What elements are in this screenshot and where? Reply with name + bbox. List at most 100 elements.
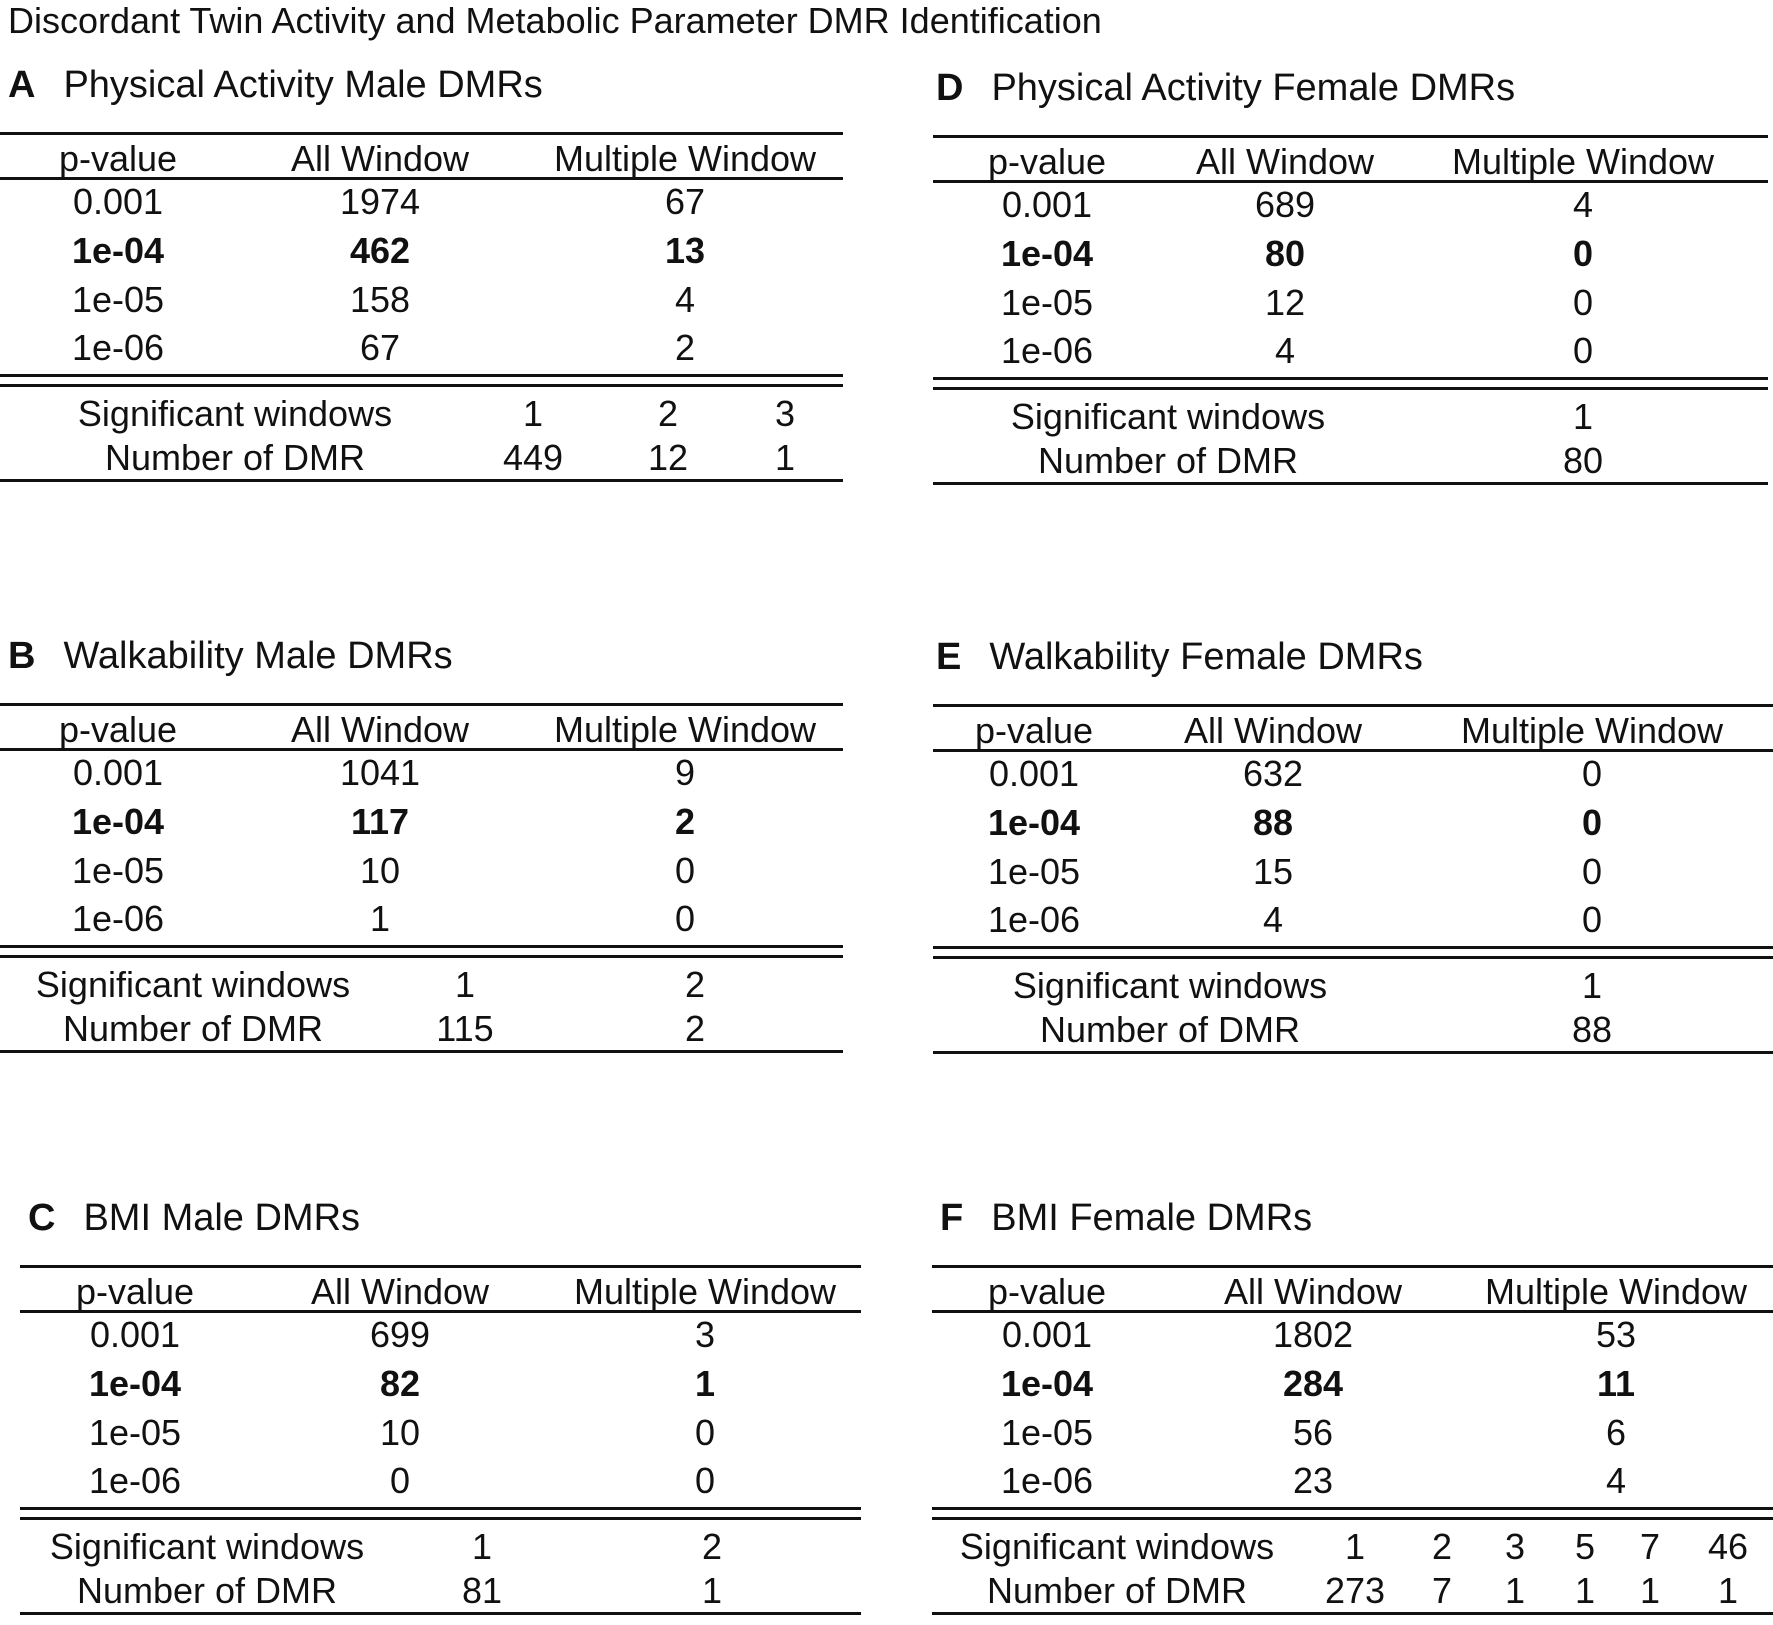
significant-windows-value: 1 <box>454 964 476 1005</box>
summary-top-rule <box>933 956 1773 959</box>
panel-title: BMI Female DMRs <box>991 1196 1313 1239</box>
column-header: Multiple Window <box>1451 141 1715 182</box>
summary-top-rule <box>932 1517 1773 1520</box>
header-rule <box>932 1310 1773 1313</box>
p-value-cell: 1e-06 <box>71 898 165 939</box>
all-window-cell: 1974 <box>339 181 421 222</box>
multiple-window-cell: 2 <box>674 801 696 842</box>
summary-bottom-rule <box>0 1050 843 1053</box>
panel-d-physical-activity-female: D Physical Activity Female DMRs p-value A… <box>928 65 1773 495</box>
panel-title: Physical Activity Female DMRs <box>991 66 1516 109</box>
significant-windows-value: 1 <box>1572 396 1594 437</box>
panel-f-bmi-female: F BMI Female DMRs p-value All Window Multi… <box>932 1195 1773 1625</box>
number-of-dmr-value: 1 <box>774 437 796 478</box>
column-header: Multiple Window <box>573 1271 837 1312</box>
significant-windows-value: 3 <box>1504 1526 1526 1567</box>
column-header: p-value <box>58 138 178 179</box>
p-value-cell: 1e-05 <box>1000 1412 1094 1453</box>
panel-header: C BMI Male DMRs <box>28 1195 360 1241</box>
panel-letter: B <box>8 634 36 677</box>
number-of-dmr-value: 80 <box>1562 440 1604 481</box>
header-rule <box>933 749 1773 752</box>
panel-e-walkability-female: E Walkability Female DMRs p-value All Win… <box>928 634 1773 1064</box>
multiple-window-cell: 0 <box>1581 753 1603 794</box>
number-of-dmr-value: 115 <box>436 1008 494 1049</box>
significant-windows-label: Significant windows <box>1010 396 1326 437</box>
panel-letter: E <box>936 635 962 678</box>
significant-windows-label: Significant windows <box>49 1526 365 1567</box>
multiple-window-cell: 6 <box>1605 1412 1627 1453</box>
p-value-cell: 1e-04 <box>88 1363 182 1404</box>
table-top-rule <box>932 1265 1773 1268</box>
multiple-window-cell: 0 <box>1581 899 1603 940</box>
p-value-cell: 1e-06 <box>987 899 1081 940</box>
column-header: Multiple Window <box>1460 710 1724 751</box>
p-value-cell: 1e-04 <box>1000 1363 1094 1404</box>
multiple-window-cell: 3 <box>694 1314 716 1355</box>
p-value-cell: 0.001 <box>1001 1314 1093 1355</box>
all-window-cell: 67 <box>359 327 401 368</box>
all-window-cell: 1802 <box>1272 1314 1354 1355</box>
panel-header: E Walkability Female DMRs <box>936 634 1423 680</box>
all-window-cell: 82 <box>379 1363 421 1404</box>
number-of-dmr-label: Number of DMR <box>104 437 366 478</box>
all-window-cell: 158 <box>349 279 411 320</box>
multiple-window-cell: 0 <box>1581 851 1603 892</box>
panel-title: Physical Activity Male DMRs <box>63 63 543 106</box>
multiple-window-cell: 4 <box>1605 1460 1627 1501</box>
significant-windows-label: Significant windows <box>1012 965 1328 1006</box>
panel-letter: F <box>940 1196 964 1239</box>
multiple-window-cell: 0 <box>674 898 696 939</box>
panel-header: D Physical Activity Female DMRs <box>936 65 1515 111</box>
number-of-dmr-value: 2 <box>684 1008 706 1049</box>
significant-windows-value: 1 <box>1581 965 1603 1006</box>
number-of-dmr-value: 1 <box>1639 1570 1661 1611</box>
p-value-cell: 1e-04 <box>987 802 1081 843</box>
number-of-dmr-value: 1 <box>1717 1570 1739 1611</box>
significant-windows-value: 2 <box>701 1526 723 1567</box>
p-value-cell: 1e-05 <box>1000 282 1094 323</box>
table-bottom-rule <box>0 374 843 377</box>
all-window-cell: 56 <box>1292 1412 1334 1453</box>
table-top-rule <box>0 703 843 706</box>
column-header: p-value <box>987 1271 1107 1312</box>
number-of-dmr-value: 1 <box>1504 1570 1526 1611</box>
all-window-cell: 0 <box>389 1460 411 1501</box>
p-value-cell: 1e-05 <box>71 279 165 320</box>
header-rule <box>933 180 1768 183</box>
table-bottom-rule <box>933 377 1768 380</box>
number-of-dmr-label: Number of DMR <box>986 1570 1248 1611</box>
significant-windows-value: 1 <box>1344 1526 1366 1567</box>
p-value-cell: 1e-04 <box>71 801 165 842</box>
all-window-cell: 10 <box>379 1412 421 1453</box>
p-value-cell: 1e-06 <box>71 327 165 368</box>
all-window-cell: 88 <box>1252 802 1294 843</box>
panel-header: F BMI Female DMRs <box>940 1195 1312 1241</box>
column-header: All Window <box>1195 141 1375 182</box>
p-value-cell: 1e-04 <box>1000 233 1094 274</box>
significant-windows-value: 2 <box>1431 1526 1453 1567</box>
panel-letter: D <box>936 66 964 109</box>
all-window-cell: 10 <box>359 850 401 891</box>
significant-windows-value: 1 <box>471 1526 493 1567</box>
multiple-window-cell: 11 <box>1596 1363 1636 1404</box>
number-of-dmr-value: 1 <box>1574 1570 1596 1611</box>
page-title: Discordant Twin Activity and Metabolic P… <box>8 0 1102 41</box>
table-bottom-rule <box>932 1507 1773 1510</box>
multiple-window-cell: 0 <box>694 1412 716 1453</box>
table-bottom-rule <box>20 1507 861 1510</box>
p-value-cell: 1e-05 <box>88 1412 182 1453</box>
multiple-window-cell: 67 <box>664 181 706 222</box>
panel-a-physical-activity-male: A Physical Activity Male DMRs p-value All… <box>0 62 850 492</box>
all-window-cell: 462 <box>349 230 411 271</box>
multiple-window-cell: 0 <box>694 1460 716 1501</box>
number-of-dmr-value: 88 <box>1571 1009 1613 1050</box>
all-window-cell: 1 <box>369 898 391 939</box>
column-header: p-value <box>987 141 1107 182</box>
summary-bottom-rule <box>0 479 843 482</box>
number-of-dmr-value: 273 <box>1324 1570 1386 1611</box>
multiple-window-cell: 4 <box>674 279 696 320</box>
all-window-cell: 284 <box>1282 1363 1344 1404</box>
significant-windows-label: Significant windows <box>77 393 393 434</box>
column-header: p-value <box>974 710 1094 751</box>
